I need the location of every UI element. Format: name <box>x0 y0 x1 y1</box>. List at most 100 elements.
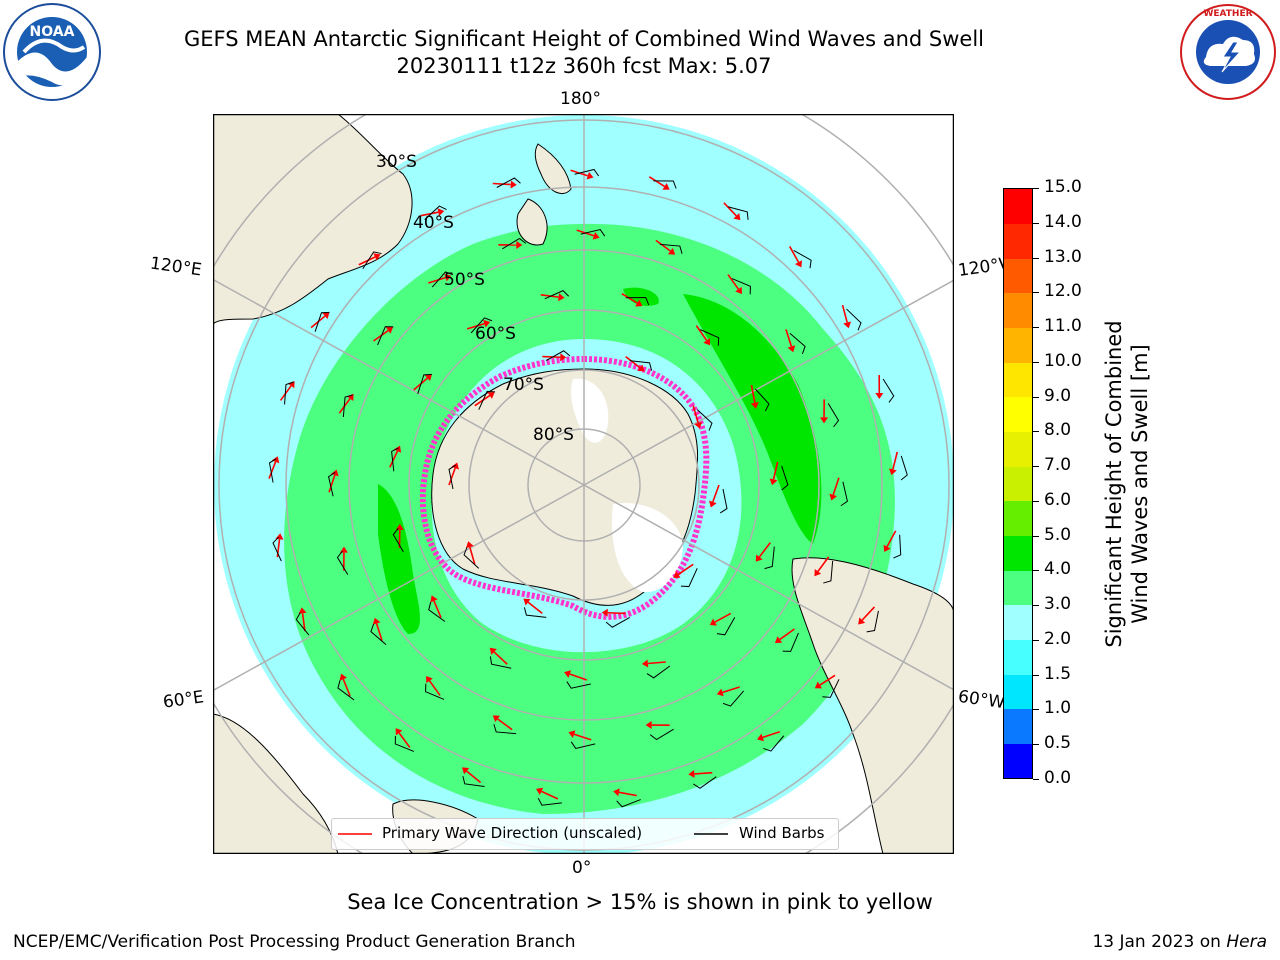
wave-direction-arrow <box>819 674 836 686</box>
wind-barb <box>295 612 310 636</box>
wind-barb <box>463 547 480 569</box>
colorbar-tick-label: 2.0 <box>1044 628 1072 649</box>
footer-credit: NCEP/EMC/Verification Post Processing Pr… <box>13 932 576 952</box>
wave-direction-arrows <box>268 168 908 808</box>
wave-arrow-head <box>339 673 348 681</box>
wave-direction-arrow <box>714 612 732 623</box>
nws-logo: WEATHER <box>1180 4 1276 100</box>
colorbar-tick-mark <box>1033 222 1039 224</box>
lat-label-40s: 40°S <box>413 213 454 233</box>
colorbar-tick-label: 0.5 <box>1044 733 1072 754</box>
wind-barb <box>727 206 749 220</box>
wave-direction-arrow <box>655 239 671 252</box>
wind-barb <box>337 680 355 701</box>
wind-barb <box>566 681 591 689</box>
wave-direction-arrow <box>527 601 543 615</box>
lat-label-60s: 60°S <box>475 324 516 344</box>
wind-barb <box>716 617 736 636</box>
lat-label-70s: 70°S <box>503 375 544 395</box>
wind-barb <box>659 243 683 254</box>
wave-arrow-head <box>395 728 403 736</box>
wind-barb <box>478 390 496 410</box>
wave-arrow-head <box>592 231 600 240</box>
wind-barb <box>719 488 728 514</box>
wind-barb <box>570 741 596 749</box>
footer-host: Hera <box>1226 932 1267 952</box>
wind-barb <box>342 394 353 418</box>
wind-barb <box>496 177 521 188</box>
colorbar-segment <box>1004 570 1032 606</box>
wave-direction-arrow <box>433 600 442 618</box>
colorbar-tick-label: 3.0 <box>1044 594 1072 615</box>
wind-barb <box>625 297 650 306</box>
wind-barb <box>489 656 512 669</box>
colorbar-tick-label: 15.0 <box>1044 177 1082 197</box>
colorbar-label-line1: Significant Height of Combined <box>1102 320 1126 648</box>
wind-barb <box>680 568 698 588</box>
colorbar-tick-mark <box>1033 535 1039 537</box>
wave-direction-arrow <box>540 294 559 298</box>
chart-title: GEFS MEAN Antarctic Significant Height o… <box>183 27 985 51</box>
wave-arrow-head <box>492 715 500 723</box>
colorbar-tick-mark <box>1033 188 1039 189</box>
wind-barb <box>629 360 653 371</box>
colorbar-tick-label: 12.0 <box>1044 281 1082 302</box>
wave-direction-arrow <box>448 467 456 486</box>
wave-direction-arrow <box>542 355 561 359</box>
wave-arrow-head <box>794 260 802 268</box>
colorbar-tick-mark <box>1033 709 1039 711</box>
wave-arrow-head <box>424 374 432 382</box>
colorbar-segment <box>1004 535 1032 571</box>
wave-direction-arrow <box>420 211 439 217</box>
wind-barb <box>696 409 713 431</box>
wind-barb <box>391 447 399 472</box>
wave-arrow-head <box>769 478 778 486</box>
colorbar-segment <box>1004 743 1032 779</box>
wind-barb <box>616 799 641 808</box>
colorbar-label-line2: Wind Waves and Swell [m] <box>1128 344 1152 624</box>
wind-barb <box>882 378 895 403</box>
wave-direction-arrow <box>466 770 482 784</box>
wind-barb <box>827 403 840 428</box>
wave-arrow-head <box>426 675 433 684</box>
colorbar-segment <box>1004 327 1032 363</box>
wind-barb <box>722 690 745 707</box>
wind-barb <box>362 251 382 270</box>
wave-direction-arrow <box>541 790 559 800</box>
wind-barb <box>574 168 600 177</box>
wind-barb <box>544 290 570 300</box>
wave-arrow-head <box>703 338 711 346</box>
lat-label-80s: 80°S <box>533 425 574 445</box>
wave-arrow-head <box>601 608 608 617</box>
colorbar-segment <box>1004 639 1032 675</box>
wave-arrow-head <box>757 733 764 742</box>
wind-barb <box>424 205 447 221</box>
colorbar-tick-label: 5.0 <box>1044 524 1072 545</box>
colorbar-tick-mark <box>1033 466 1039 468</box>
wave-arrow-head <box>444 273 452 282</box>
wave-arrow-head <box>523 598 531 606</box>
wave-arrow-head <box>372 617 381 625</box>
wave-direction-arrow <box>492 182 511 186</box>
colorbar-tick-mark <box>1033 744 1039 746</box>
wind-barb <box>893 534 902 559</box>
wind-barb <box>782 632 799 652</box>
wave-arrow-head <box>735 286 742 295</box>
wind-barb <box>900 455 908 481</box>
graticule <box>213 114 954 854</box>
wave-arrow-head <box>483 319 491 328</box>
wave-direction-arrow <box>750 384 756 403</box>
colorbar-tick-mark <box>1033 257 1039 259</box>
wave-direction-arrow <box>817 556 830 572</box>
wave-arrow-head <box>716 688 724 697</box>
colorbar-segment <box>1004 362 1032 398</box>
wave-arrow-head <box>564 670 572 678</box>
wind-barb <box>649 728 674 741</box>
wave-arrow-head <box>487 392 495 399</box>
colorbar-tick-mark <box>1033 639 1039 641</box>
wave-arrow-head <box>385 327 394 334</box>
colorbar-segment <box>1004 258 1032 294</box>
wave-direction-arrow <box>621 293 638 304</box>
colorbar-segment <box>1004 189 1032 225</box>
wave-direction-arrow <box>723 202 737 217</box>
